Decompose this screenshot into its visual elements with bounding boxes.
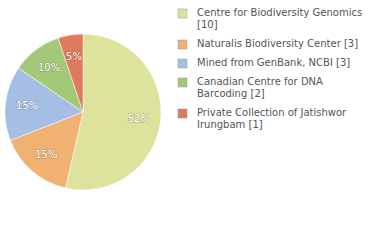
legend-label: Naturalis Biodiversity Center [3] bbox=[197, 38, 358, 49]
legend-swatch bbox=[178, 78, 187, 87]
legend-item: Private Collection of JatishworIrungbam … bbox=[178, 107, 347, 130]
legend-label: Private Collection of JatishworIrungbam … bbox=[197, 107, 347, 130]
legend-swatch bbox=[178, 109, 187, 118]
legend-item: Canadian Centre for DNABarcoding [2] bbox=[178, 76, 323, 99]
legend-item: Centre for Biodiversity Genomics[10] bbox=[178, 7, 362, 30]
pie bbox=[5, 34, 161, 190]
legend-swatch bbox=[178, 9, 187, 18]
data-label: 52% bbox=[128, 113, 150, 124]
legend-label: Canadian Centre for DNABarcoding [2] bbox=[197, 76, 323, 99]
legend: Centre for Biodiversity Genomics[10] Natu… bbox=[178, 7, 362, 130]
legend-label: Mined from GenBank, NCBI [3] bbox=[197, 57, 350, 68]
legend-item: Mined from GenBank, NCBI [3] bbox=[178, 57, 350, 68]
data-label: 5% bbox=[66, 51, 82, 62]
legend-label: Centre for Biodiversity Genomics[10] bbox=[197, 7, 362, 30]
chart: 52% 15% 15% 10% 5% Centre for Biodiversity Ge… bbox=[0, 0, 380, 240]
data-labels: 52% 15% 15% 10% 5% bbox=[16, 51, 150, 160]
pie-slice bbox=[58, 34, 83, 112]
data-label: 15% bbox=[35, 149, 57, 160]
legend-swatch bbox=[178, 40, 187, 49]
data-label: 10% bbox=[38, 62, 60, 73]
legend-swatch bbox=[178, 59, 187, 68]
legend-item: Naturalis Biodiversity Center [3] bbox=[178, 38, 358, 49]
data-label: 15% bbox=[16, 100, 38, 111]
